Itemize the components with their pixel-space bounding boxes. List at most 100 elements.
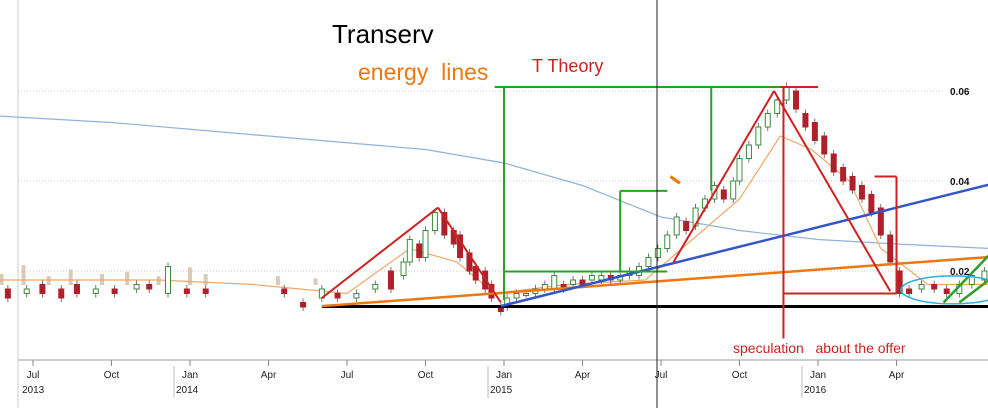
chart-title-annotation: Transerv [332, 19, 434, 49]
energy-trend-line [321, 255, 988, 308]
x-year-label: 2015 [490, 385, 513, 396]
blue-trend-line [500, 183, 988, 308]
x-tick-label: Jan [496, 370, 512, 381]
candle-body [551, 275, 558, 290]
green-recent-trend-2 [958, 279, 988, 304]
candle-body [811, 122, 818, 141]
t-theory-rise-2 [672, 90, 775, 263]
candle-body [372, 284, 379, 290]
x-tick-label: Apr [261, 370, 277, 381]
x-year-label: 2013 [22, 385, 45, 396]
candle-body [664, 234, 671, 249]
candle-body [353, 293, 360, 299]
x-tick-label: Apr [889, 370, 905, 381]
x-tick-label: Jan [182, 370, 198, 381]
moving-average-long-line [0, 115, 988, 249]
candle-body [334, 293, 341, 299]
x-tick-label: Apr [575, 370, 591, 381]
candle-body [764, 113, 771, 128]
y-tick-label: 0.06 [950, 87, 970, 98]
green-recent-trend-1 [942, 254, 988, 304]
candle-body [802, 113, 809, 128]
candlesticks [4, 82, 988, 316]
candle-body [570, 279, 577, 285]
candle-body [300, 302, 307, 308]
candle-body [39, 284, 46, 294]
candle-body [579, 279, 586, 285]
candle-body [877, 207, 884, 236]
volume-bar [188, 267, 192, 285]
x-tick-label: Jan [810, 370, 826, 381]
x-year-label: 2016 [804, 385, 827, 396]
candle-body [133, 284, 140, 290]
candle-body [849, 176, 856, 191]
trend-annotations [321, 85, 988, 339]
x-tick-label: Oct [418, 370, 434, 381]
candle-body [858, 185, 865, 200]
candle-body [840, 167, 847, 182]
candle-body [416, 243, 423, 258]
candle-body [868, 194, 875, 213]
candle-body [202, 288, 209, 294]
candle-body [654, 248, 661, 258]
candle-body [821, 135, 828, 155]
candle-body [906, 288, 913, 294]
candle-body [111, 288, 118, 294]
candle-body [23, 288, 30, 294]
candle-body [830, 153, 837, 173]
candle-body [673, 216, 680, 236]
candle-body [146, 284, 153, 290]
moving-averages [0, 115, 988, 295]
candle-body [968, 275, 975, 285]
volume-bar [125, 271, 130, 285]
volume-bar [313, 278, 318, 285]
candle-body [720, 189, 727, 200]
energy-lines-annotation: energy lines [358, 59, 488, 85]
volume-bar [21, 265, 26, 285]
moving-average-short-line [0, 135, 988, 295]
axes: 0.02 0.04 0.06 Jul Oct Jan Apr Jul Oct Jan Apr Jul O… [22, 0, 970, 408]
candle-body [513, 293, 520, 299]
candle-body [400, 261, 407, 276]
y-tick-label: 0.04 [950, 177, 970, 188]
candle-body [736, 158, 743, 182]
orange-marker [669, 175, 681, 185]
t-theory-fall-1 [437, 206, 502, 304]
candle-body [92, 288, 99, 294]
y-tick-label: 0.02 [950, 267, 970, 278]
candle-body [588, 275, 595, 281]
x-tick-label: Jul [27, 370, 40, 381]
candle-body [281, 288, 288, 294]
candle-body [406, 239, 413, 263]
candle-body [472, 266, 479, 281]
candle-body [793, 90, 800, 110]
candle-body [4, 288, 11, 299]
candle-body [598, 275, 605, 281]
candle-body [466, 252, 473, 272]
candle-body [683, 221, 690, 231]
candle-body [387, 270, 394, 290]
candle-body [783, 86, 790, 101]
x-tick-label: Oct [104, 370, 120, 381]
candle-body [730, 180, 737, 200]
t-theory-annotation: T Theory [532, 56, 603, 76]
candle-body [918, 284, 925, 290]
candle-body [422, 230, 429, 258]
candle-body [745, 144, 752, 159]
candle-body [431, 212, 438, 231]
candle-body [183, 288, 190, 294]
candle-body [165, 266, 172, 294]
t-theory-fall-2 [773, 90, 892, 292]
candle-body [755, 126, 762, 146]
volume-bar [203, 274, 208, 285]
volume-bar [275, 276, 280, 285]
t-theory-rise-1 [321, 206, 439, 299]
candle-body [645, 257, 652, 267]
candle-body [58, 288, 65, 299]
speculation-annotation: speculation about the offer [733, 340, 906, 356]
candle-body [774, 99, 781, 114]
consolidation-ellipse [900, 275, 988, 305]
x-tick-label: Oct [732, 370, 748, 381]
